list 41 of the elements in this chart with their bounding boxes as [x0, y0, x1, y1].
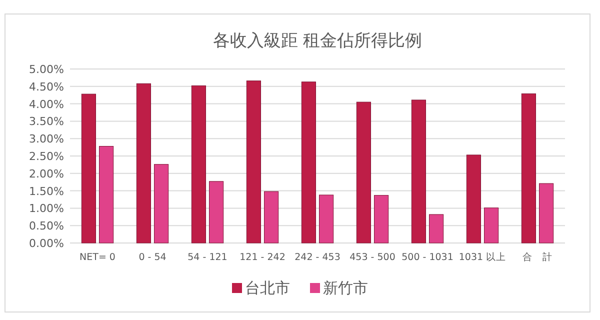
y-tick-label: 2.00%: [29, 167, 64, 180]
bar: [319, 194, 334, 244]
bar: [429, 214, 444, 244]
bar: [246, 80, 261, 244]
bar: [374, 195, 389, 244]
bar: [521, 93, 536, 244]
y-tick-label: 1.50%: [29, 184, 64, 198]
y-tick-label: 5.00%: [29, 63, 64, 76]
bar: [484, 208, 499, 244]
bar: [99, 146, 114, 244]
x-tick-label: NET= 0: [80, 252, 116, 263]
y-tick-label: 0.00%: [29, 237, 64, 250]
bar: [539, 183, 554, 244]
bar: [356, 102, 371, 244]
y-tick-label: 3.00%: [29, 132, 64, 146]
legend-label: 新竹市: [323, 279, 368, 297]
y-tick-label: 4.50%: [29, 80, 64, 94]
x-tick-label: 合 計: [522, 251, 552, 263]
bar: [301, 82, 316, 244]
bar: [466, 154, 481, 244]
bar: [209, 181, 224, 244]
bar: [411, 100, 426, 244]
bar: [264, 191, 279, 244]
x-tick-label: 0 - 54: [138, 252, 166, 263]
x-tick-label: 1031 以上: [458, 251, 506, 263]
legend-label: 台北市: [245, 279, 290, 297]
y-tick-label: 2.50%: [29, 150, 64, 163]
y-tick-label: 0.50%: [29, 220, 64, 233]
bar: [81, 94, 96, 244]
chart-title: 各收入級距 租金佔所得比例: [212, 31, 422, 51]
bar: [154, 164, 169, 244]
x-tick-label: 121 - 242: [240, 252, 286, 263]
bar: [191, 85, 206, 244]
y-tick-label: 4.00%: [29, 98, 64, 111]
x-tick-label: 242 - 453: [294, 252, 340, 263]
y-tick-label: 3.50%: [29, 115, 64, 128]
x-tick-label: 500 - 1031: [402, 252, 454, 263]
y-tick-label: 1.00%: [29, 202, 64, 216]
x-tick-label: 453 - 500: [350, 252, 396, 263]
x-tick-label: 54 - 121: [188, 252, 228, 263]
bar: [136, 83, 151, 244]
